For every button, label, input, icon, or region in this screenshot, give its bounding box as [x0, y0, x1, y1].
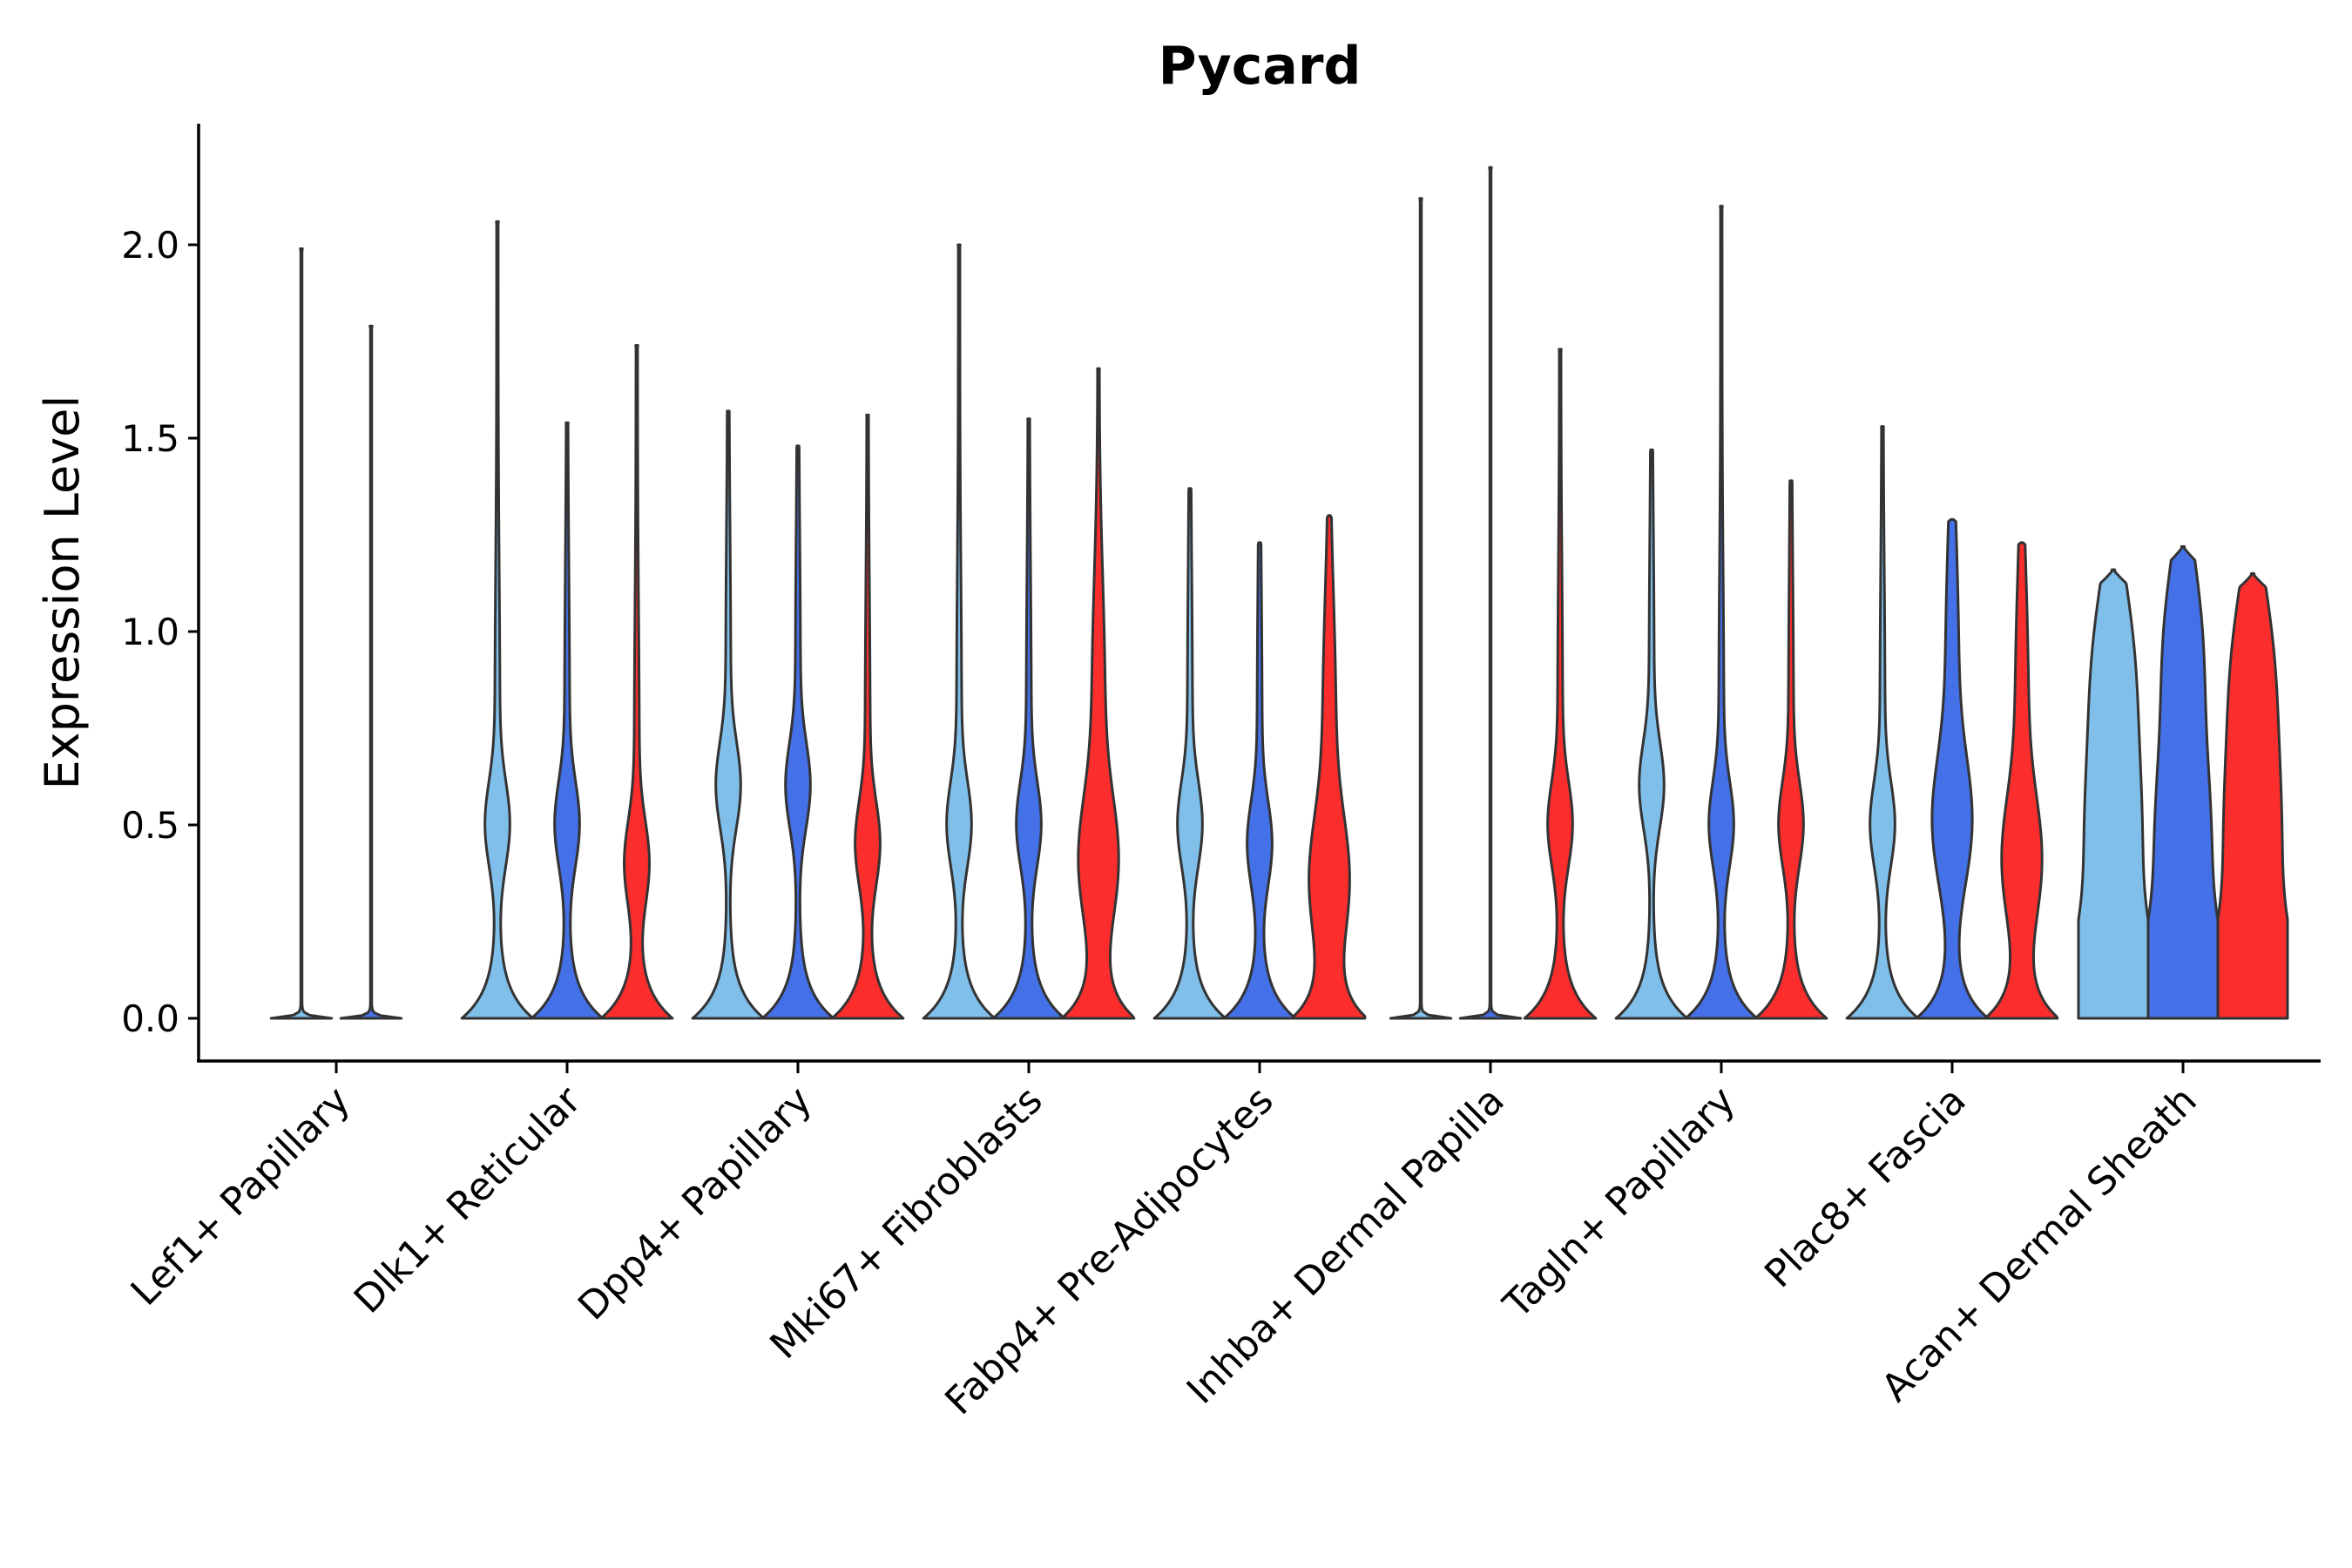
- x-tick-label: Tagln+ Papillary: [1495, 1078, 1744, 1328]
- violin: [691, 409, 766, 1020]
- violin: [1754, 479, 1828, 1020]
- violin: [1984, 541, 2059, 1020]
- violin: [1915, 517, 1990, 1020]
- x-tick-label: Dlk1+ Reticular: [346, 1078, 591, 1322]
- violin: [269, 247, 334, 1020]
- violin: [599, 343, 674, 1020]
- violin: [1845, 425, 1920, 1020]
- violin: [339, 324, 403, 1020]
- violin: [460, 220, 535, 1020]
- violin: [530, 421, 605, 1020]
- violin: [830, 413, 905, 1020]
- violin: [1614, 448, 1689, 1020]
- x-tick-label: Lef1+ Papillary: [123, 1078, 359, 1315]
- violin: [2146, 544, 2220, 1020]
- violin: [760, 444, 835, 1020]
- x-tick-label: Plac8+ Fascia: [1756, 1078, 1975, 1297]
- y-tick-label: 1.5: [121, 417, 179, 460]
- violin: [1152, 487, 1227, 1020]
- violin: [1222, 541, 1297, 1020]
- x-tick-label: Dpp4+ Papillary: [570, 1078, 821, 1329]
- violin: [1061, 367, 1136, 1020]
- y-tick-label: 2.0: [121, 224, 179, 267]
- violin-plot-area: [269, 166, 2289, 1020]
- violin: [1292, 514, 1367, 1020]
- violin: [922, 243, 997, 1020]
- violin: [1684, 205, 1759, 1020]
- chart-title: Pycard: [1159, 36, 1362, 97]
- y-tick-label: 0.0: [121, 997, 179, 1040]
- y-tick-label: 1.0: [121, 611, 179, 653]
- violin: [991, 417, 1066, 1020]
- violin: [1458, 166, 1523, 1020]
- violin: [1523, 348, 1598, 1020]
- y-axis-label: Expression Level: [35, 395, 90, 790]
- violin: [2077, 568, 2150, 1020]
- violin: [1389, 197, 1453, 1020]
- y-tick-label: 0.5: [121, 804, 179, 847]
- y-ticks: 0.0 0.5 1.0 1.5 2.0: [121, 224, 199, 1040]
- violin: [2216, 571, 2289, 1020]
